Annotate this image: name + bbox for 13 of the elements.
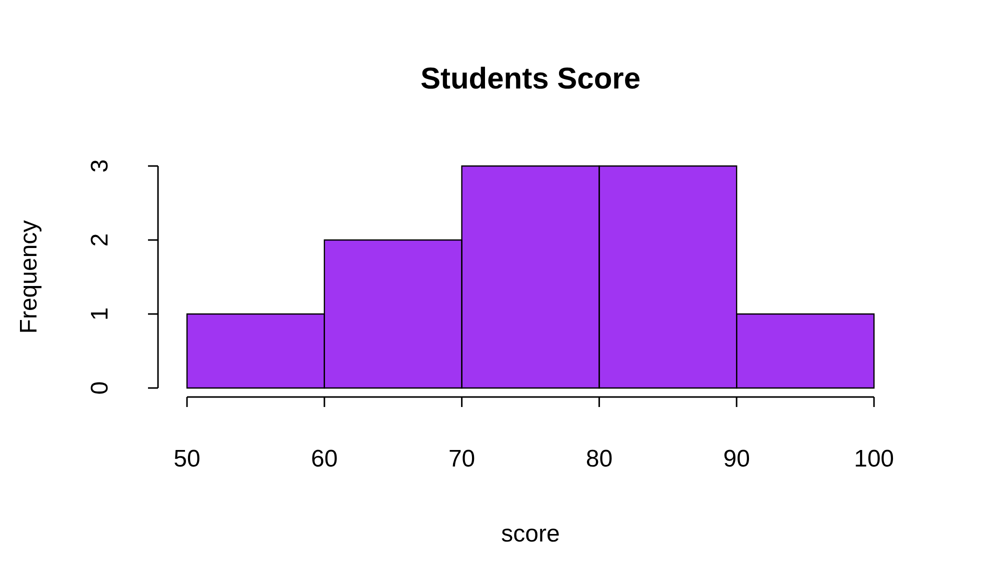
x-tick-label: 80 [586,446,613,473]
x-tick-label: 50 [174,446,200,473]
y-tick-label: 0 [86,381,114,395]
chart-title: Students Score [420,62,641,96]
y-tick-label: 2 [86,233,114,247]
x-tick-label: 100 [854,446,894,473]
x-tick-label: 70 [448,446,476,473]
y-tick-label: 1 [86,307,114,321]
x-tick-label: 60 [311,446,338,473]
y-axis-title: Frequency [16,220,43,334]
x-tick-label: 90 [723,446,750,473]
y-tick-label: 3 [86,159,114,173]
x-axis-title: score [501,520,560,548]
